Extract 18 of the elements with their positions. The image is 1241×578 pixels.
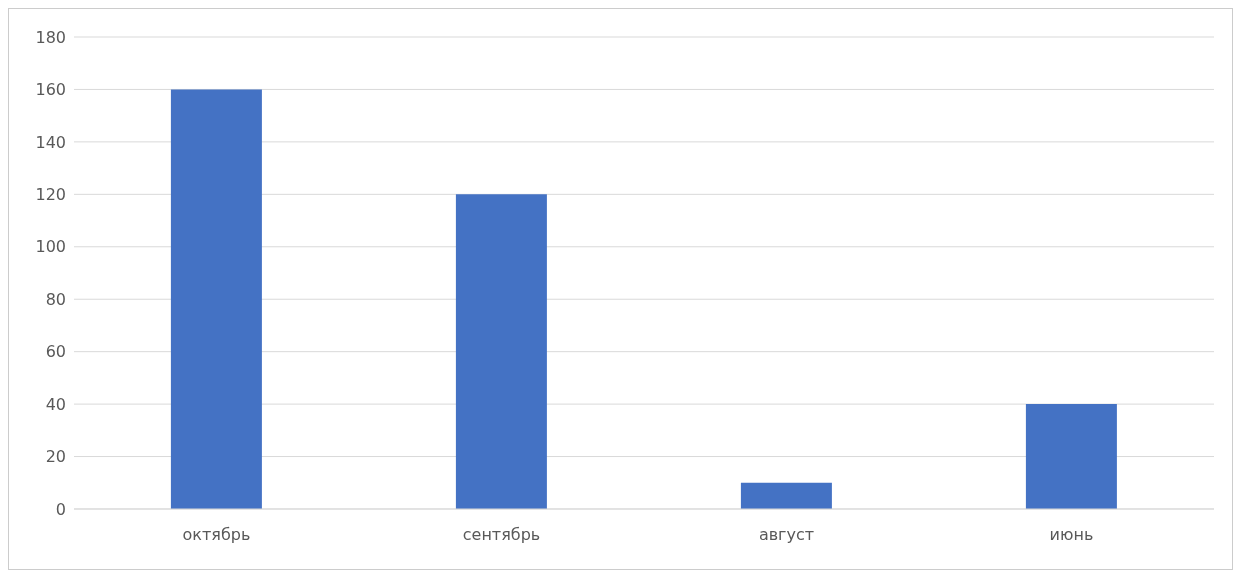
- x-tick-label: сентябрь: [462, 525, 541, 545]
- y-tick-label: 40: [45, 394, 66, 414]
- x-tick-label: июнь: [1049, 525, 1094, 545]
- y-tick-label: 160: [35, 80, 66, 100]
- y-tick-label: 120: [35, 185, 66, 205]
- y-tick-label: 60: [45, 342, 66, 362]
- y-tick-label: 140: [35, 132, 66, 152]
- x-tick-label: октябрь: [182, 525, 251, 545]
- y-tick-label: 0: [55, 499, 66, 519]
- bar: [455, 194, 547, 509]
- y-tick-label: 80: [45, 289, 66, 309]
- x-tick-label: август: [758, 525, 815, 545]
- y-tick-label: 180: [35, 27, 66, 47]
- bar: [170, 89, 262, 509]
- bar: [1025, 404, 1117, 509]
- y-tick-label: 100: [35, 237, 66, 257]
- y-tick-label: 20: [45, 447, 66, 467]
- bar: [740, 482, 832, 509]
